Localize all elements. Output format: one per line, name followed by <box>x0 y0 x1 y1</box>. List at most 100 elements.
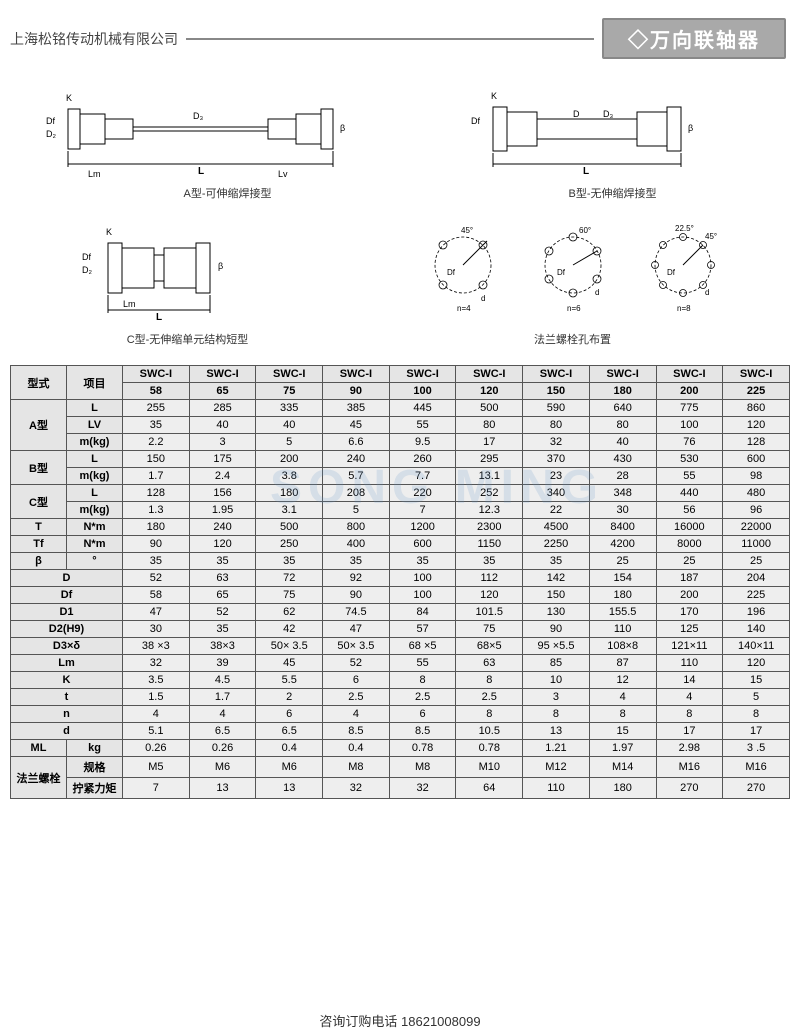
svg-text:45°: 45° <box>705 232 717 241</box>
value-cell: 62 <box>256 604 323 621</box>
value-cell: 63 <box>189 570 256 587</box>
row-name: D <box>11 570 123 587</box>
value-cell: 32 <box>123 655 190 672</box>
value-cell: 32 <box>323 778 390 799</box>
value-cell: 120 <box>723 417 790 434</box>
value-cell: 39 <box>189 655 256 672</box>
svg-text:D₃: D₃ <box>193 111 203 121</box>
value-cell: 260 <box>389 451 456 468</box>
value-cell: 90 <box>123 536 190 553</box>
value-cell: 101.5 <box>456 604 523 621</box>
value-cell: 5.1 <box>123 723 190 740</box>
svg-text:D₂: D₂ <box>46 129 56 139</box>
group-name: A型 <box>11 400 67 451</box>
value-cell: 47 <box>323 621 390 638</box>
value-cell: 1.21 <box>523 740 590 757</box>
value-cell: 600 <box>389 536 456 553</box>
value-cell: 8 <box>656 706 723 723</box>
value-cell: 80 <box>523 417 590 434</box>
value-cell: 108×8 <box>589 638 656 655</box>
value-cell: 1.97 <box>589 740 656 757</box>
table-row: m(kg)2.2356.69.517324076128 <box>11 434 790 451</box>
row-unit: kg <box>67 740 123 757</box>
row-unit: ° <box>67 553 123 570</box>
svg-text:d: d <box>705 288 709 297</box>
value-cell: 98 <box>723 468 790 485</box>
svg-text:D₂: D₂ <box>82 265 92 275</box>
value-cell: 6.5 <box>189 723 256 740</box>
row-name: D2(H9) <box>11 621 123 638</box>
value-cell: 5 <box>723 689 790 706</box>
row-label: 拧紧力矩 <box>67 778 123 799</box>
diagram-c-caption: C型-无伸缩单元结构短型 <box>127 331 249 347</box>
value-cell: 154 <box>589 570 656 587</box>
value-cell: 2250 <box>523 536 590 553</box>
row-label: m(kg) <box>67 434 123 451</box>
value-cell: 200 <box>656 587 723 604</box>
value-cell: 5 <box>323 502 390 519</box>
value-cell: 445 <box>389 400 456 417</box>
value-cell: 30 <box>589 502 656 519</box>
svg-text:Lm: Lm <box>88 169 101 179</box>
svg-text:Df: Df <box>557 268 566 277</box>
value-cell: 6.6 <box>323 434 390 451</box>
value-cell: 68 ×5 <box>389 638 456 655</box>
table-row: D147526274.584101.5130155.5170196 <box>11 604 790 621</box>
title-badge: ◇万向联轴器 <box>602 18 786 59</box>
diagram-c-svg: K Df D₂ Lm L β <box>68 215 308 325</box>
value-cell: 255 <box>123 400 190 417</box>
value-cell: 7.7 <box>389 468 456 485</box>
svg-text:L: L <box>583 166 589 177</box>
value-cell: 35 <box>523 553 590 570</box>
value-cell: 250 <box>256 536 323 553</box>
value-cell: 400 <box>323 536 390 553</box>
value-cell: 14 <box>656 672 723 689</box>
value-cell: 52 <box>123 570 190 587</box>
value-cell: 1.5 <box>123 689 190 706</box>
model-header: SWC-I <box>323 366 390 383</box>
value-cell: 110 <box>589 621 656 638</box>
value-cell: 80 <box>456 417 523 434</box>
value-cell: 100 <box>389 587 456 604</box>
value-cell: 4 <box>189 706 256 723</box>
value-cell: 55 <box>389 655 456 672</box>
value-cell: 9.5 <box>389 434 456 451</box>
value-cell: 128 <box>123 485 190 502</box>
svg-text:Lm: Lm <box>123 299 136 309</box>
value-cell: 1150 <box>456 536 523 553</box>
value-cell: 335 <box>256 400 323 417</box>
table-row: D3×δ38 ×338×350× 3.550× 3.568 ×568×595 ×… <box>11 638 790 655</box>
value-cell: 125 <box>656 621 723 638</box>
value-cell: 500 <box>456 400 523 417</box>
row-name: D3×δ <box>11 638 123 655</box>
value-cell: 100 <box>389 570 456 587</box>
svg-text:Df: Df <box>46 116 55 126</box>
value-cell: 25 <box>723 553 790 570</box>
value-cell: M12 <box>523 757 590 778</box>
model-header: 58 <box>123 383 190 400</box>
svg-text:Df: Df <box>471 116 480 126</box>
value-cell: 252 <box>456 485 523 502</box>
table-row: β°35353535353535252525 <box>11 553 790 570</box>
value-cell: 2.2 <box>123 434 190 451</box>
value-cell: 32 <box>523 434 590 451</box>
value-cell: 4500 <box>523 519 590 536</box>
value-cell: 370 <box>523 451 590 468</box>
table-row: K3.54.55.568810121415 <box>11 672 790 689</box>
value-cell: 1.7 <box>189 689 256 706</box>
value-cell: 17 <box>723 723 790 740</box>
value-cell: 35 <box>189 553 256 570</box>
value-cell: 13.1 <box>456 468 523 485</box>
value-cell: M16 <box>656 757 723 778</box>
diagram-a: K Df D₂ Lm L Lv D₃ β A型-可伸缩焊接型 <box>38 79 418 201</box>
model-header: SWC-I <box>389 366 456 383</box>
value-cell: 155.5 <box>589 604 656 621</box>
value-cell: 55 <box>389 417 456 434</box>
svg-text:n=6: n=6 <box>567 304 581 313</box>
flange-caption: 法兰螺栓孔布置 <box>534 331 611 347</box>
table-row: n4464688888 <box>11 706 790 723</box>
diagram-a-caption: A型-可伸缩焊接型 <box>184 185 272 201</box>
value-cell: 600 <box>723 451 790 468</box>
value-cell: 110 <box>656 655 723 672</box>
row-name: D1 <box>11 604 123 621</box>
